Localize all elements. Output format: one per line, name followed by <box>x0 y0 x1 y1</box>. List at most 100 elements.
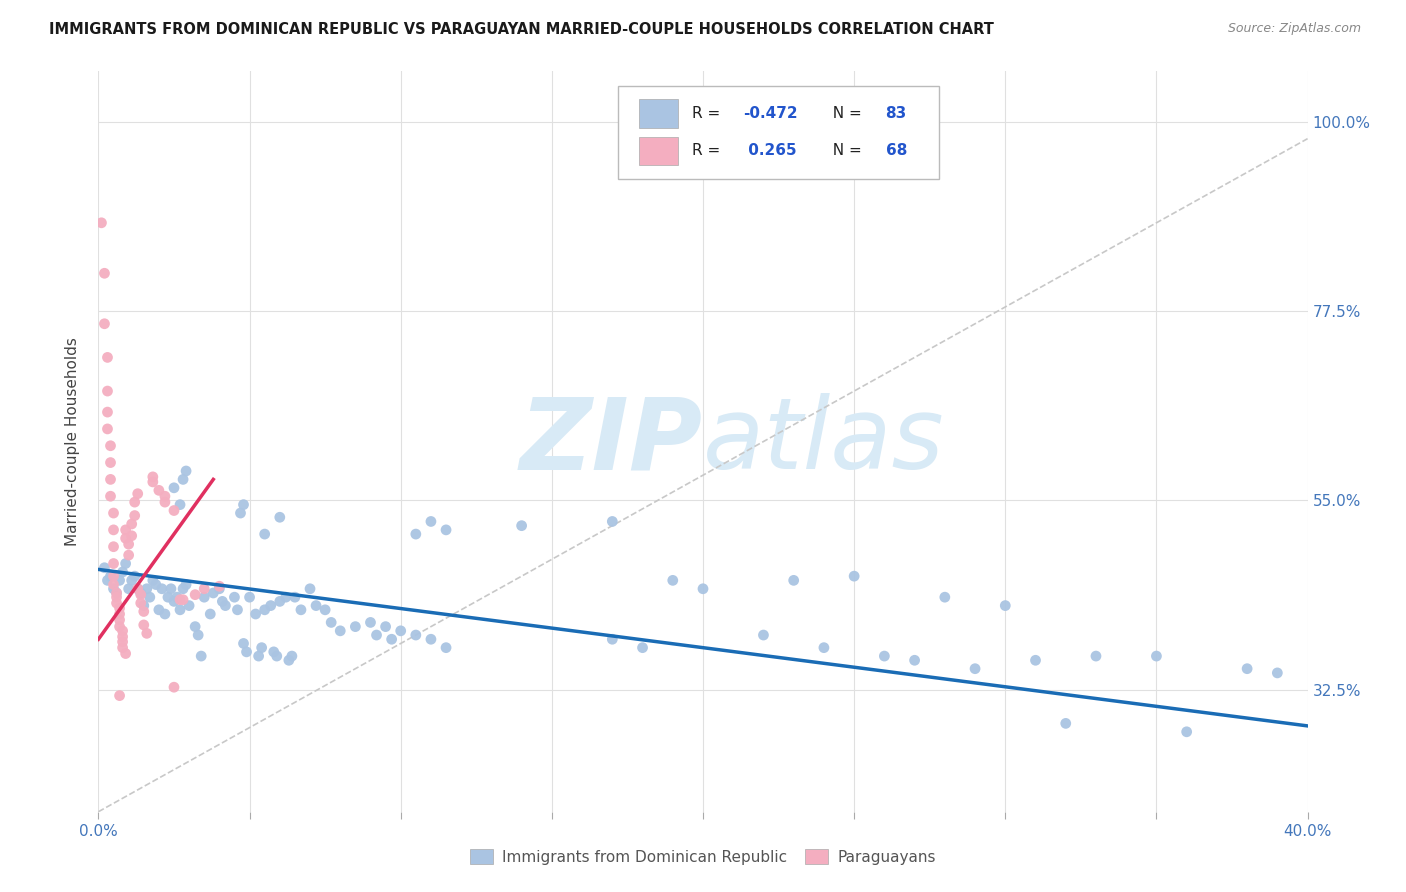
Point <box>111 565 134 579</box>
Point <box>405 628 427 642</box>
Point <box>148 603 170 617</box>
Point <box>96 405 118 419</box>
Point <box>602 515 624 529</box>
Point <box>114 647 136 661</box>
Point <box>142 475 165 489</box>
Point <box>260 599 283 613</box>
Point <box>103 582 125 596</box>
Point <box>100 439 122 453</box>
Point <box>405 527 427 541</box>
Point <box>93 560 115 574</box>
Point <box>253 603 276 617</box>
Text: N =: N = <box>823 106 866 121</box>
Point <box>103 506 125 520</box>
Point <box>100 472 122 486</box>
Point <box>277 653 299 667</box>
Point <box>284 590 307 604</box>
Point <box>232 636 254 650</box>
Point <box>160 582 183 596</box>
Point <box>174 464 197 478</box>
Point <box>247 649 270 664</box>
Point <box>169 592 191 607</box>
Point <box>103 577 125 591</box>
Point <box>121 516 143 531</box>
Y-axis label: Married-couple Households: Married-couple Households <box>65 337 80 546</box>
Point <box>127 582 149 596</box>
Point <box>420 632 443 647</box>
Point <box>129 588 152 602</box>
Point <box>299 582 322 596</box>
Point <box>269 594 291 608</box>
Point <box>96 422 118 436</box>
Legend: Immigrants from Dominican Republic, Paraguayans: Immigrants from Dominican Republic, Para… <box>464 843 942 871</box>
Point <box>434 640 457 655</box>
Point <box>153 495 176 509</box>
Point <box>139 590 162 604</box>
Point <box>269 510 291 524</box>
Point <box>163 503 186 517</box>
Point <box>994 599 1017 613</box>
Point <box>184 588 207 602</box>
Point <box>232 498 254 512</box>
Point <box>103 569 125 583</box>
Point <box>148 483 170 498</box>
Point <box>374 619 396 633</box>
Point <box>783 574 806 588</box>
Point <box>290 603 312 617</box>
Point <box>250 640 273 655</box>
Point <box>1085 649 1108 664</box>
Text: 83: 83 <box>886 106 907 121</box>
Point <box>1024 653 1046 667</box>
Point <box>129 586 152 600</box>
Point <box>187 628 209 642</box>
Point <box>314 603 336 617</box>
Point <box>381 632 404 647</box>
Point <box>208 582 231 596</box>
Point <box>172 592 194 607</box>
Point <box>108 613 131 627</box>
Point <box>169 603 191 617</box>
Point <box>235 645 257 659</box>
Point <box>103 540 125 554</box>
Point <box>111 630 134 644</box>
Point <box>169 498 191 512</box>
Point <box>844 569 866 583</box>
Point <box>1175 724 1198 739</box>
FancyBboxPatch shape <box>638 100 678 128</box>
Point <box>108 601 131 615</box>
Point <box>145 577 167 591</box>
Point <box>142 470 165 484</box>
Point <box>93 266 115 280</box>
Text: ZIP: ZIP <box>520 393 703 490</box>
Point <box>100 569 122 583</box>
Point <box>163 594 186 608</box>
Point <box>127 582 149 596</box>
Point <box>873 649 896 664</box>
Point <box>121 574 143 588</box>
Point <box>245 607 267 621</box>
Text: atlas: atlas <box>703 393 945 490</box>
Point <box>904 653 927 667</box>
Point <box>108 574 131 588</box>
Text: Source: ZipAtlas.com: Source: ZipAtlas.com <box>1227 22 1361 36</box>
Point <box>111 634 134 648</box>
Point <box>129 596 152 610</box>
Point <box>96 384 118 398</box>
Point <box>163 680 186 694</box>
Point <box>190 649 212 664</box>
Point <box>90 216 112 230</box>
Point <box>661 574 683 588</box>
Point <box>305 599 328 613</box>
Point <box>344 619 367 633</box>
Point <box>360 615 382 630</box>
Point <box>389 624 412 638</box>
Point <box>153 489 176 503</box>
Point <box>692 582 714 596</box>
Point <box>163 481 186 495</box>
Point <box>208 579 231 593</box>
Point <box>1054 716 1077 731</box>
Point <box>105 586 128 600</box>
Point <box>100 489 122 503</box>
Point <box>135 626 157 640</box>
Text: N =: N = <box>823 143 866 158</box>
